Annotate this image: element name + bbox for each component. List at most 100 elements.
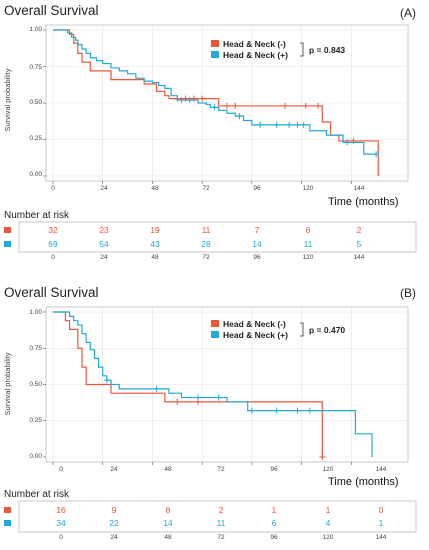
risk-count-pos: 11	[304, 239, 313, 249]
p-value: p = 0.470	[309, 325, 345, 335]
risk-swatch-neg	[4, 507, 11, 513]
plot-area	[43, 24, 409, 184]
risk-x-tick-label: 96	[253, 254, 261, 261]
survival-curve-neg	[53, 311, 323, 457]
x-tick-label: 0	[59, 466, 63, 473]
x-tick-label: 144	[354, 185, 365, 192]
legend-swatch-pos	[211, 331, 219, 338]
risk-count-pos: 69	[48, 239, 58, 249]
risk-count-neg: 16	[56, 505, 66, 515]
panel-label: (A)	[400, 6, 416, 20]
y-tick-label: 0.00	[29, 171, 42, 178]
risk-x-tick-label: 24	[110, 534, 118, 541]
legend-bracket	[300, 42, 304, 57]
risk-count-pos: 4	[326, 518, 331, 528]
legend-label-pos: Head & Neck (+)	[223, 330, 288, 340]
risk-count-neg: 32	[48, 225, 58, 235]
x-tick-label: 96	[270, 466, 278, 473]
risk-swatch-neg	[4, 227, 11, 233]
risk-swatch-pos	[4, 520, 11, 526]
risk-table-frame	[18, 500, 417, 533]
risk-swatch-pos	[4, 241, 11, 247]
x-tick-label: 24	[100, 185, 108, 192]
survival-curve-pos	[53, 311, 373, 457]
legend-label-pos: Head & Neck (+)	[223, 50, 288, 60]
chart-a: Overall Survival (A) 1.00 0.75 0.50 0.25…	[3, 3, 417, 261]
x-tick-label: 0	[51, 185, 55, 192]
risk-table-frame	[18, 221, 417, 253]
risk-count-pos: 14	[163, 518, 173, 528]
chart-b: Overall Survival (B) 1.00 0.75 0.50 0.25…	[3, 285, 417, 541]
x-tick-label: 144	[376, 466, 387, 473]
y-axis-label: Survival probability	[3, 68, 12, 131]
risk-x-tick-label: 144	[354, 254, 365, 261]
risk-count-pos: 11	[217, 518, 226, 528]
risk-count-pos: 1	[379, 518, 384, 528]
risk-count-neg: 8	[166, 505, 171, 515]
x-axis-label: Time (months)	[328, 196, 399, 208]
y-tick-label: 0.25	[29, 417, 42, 424]
risk-x-tick-label: 24	[100, 254, 108, 261]
panel-label: (B)	[400, 286, 416, 300]
x-tick-label: 72	[217, 466, 225, 473]
y-tick-label: 0.75	[29, 345, 42, 352]
risk-x-tick-label: 48	[151, 254, 159, 261]
y-tick-label: 1.00	[29, 26, 42, 33]
x-tick-label: 24	[110, 466, 118, 473]
risk-count-pos: 6	[272, 518, 277, 528]
risk-x-tick-label: 72	[217, 534, 225, 541]
y-tick-label: 0.50	[29, 99, 42, 106]
risk-x-tick-label: 144	[376, 534, 387, 541]
risk-count-neg: 6	[306, 225, 311, 235]
risk-count-pos: 22	[109, 518, 119, 528]
risk-count-neg: 7	[255, 225, 260, 235]
y-tick-label: 0.00	[29, 453, 42, 460]
risk-count-pos: 14	[252, 239, 262, 249]
risk-count-neg: 1	[326, 505, 331, 515]
survival-curve-pos	[53, 29, 377, 155]
risk-count-neg: 2	[219, 505, 224, 515]
x-axis-label: Time (months)	[328, 476, 399, 488]
chart-title: Overall Survival	[4, 3, 99, 18]
risk-count-neg: 9	[112, 505, 117, 515]
risk-x-tick-label: 0	[51, 254, 55, 261]
risk-count-neg: 11	[202, 225, 211, 235]
y-tick-label: 0.75	[29, 64, 42, 71]
legend-label-neg: Head & Neck (-)	[223, 39, 286, 49]
risk-count-neg: 23	[99, 225, 109, 235]
legend-swatch-neg	[211, 40, 219, 47]
risk-count-pos: 5	[357, 239, 362, 249]
legend-swatch-neg	[211, 320, 219, 327]
risk-x-tick-label: 48	[164, 534, 172, 541]
risk-count-pos: 28	[201, 239, 211, 249]
risk-table-title: Number at risk	[4, 210, 70, 221]
p-value: p = 0.843	[309, 45, 345, 55]
risk-count-pos: 34	[56, 518, 66, 528]
plot-area	[43, 306, 409, 465]
y-tick-label: 0.25	[29, 135, 42, 142]
risk-x-tick-label: 96	[270, 534, 278, 541]
chart-title: Overall Survival	[4, 285, 99, 300]
x-tick-label: 96	[253, 185, 261, 192]
legend-label-neg: Head & Neck (-)	[223, 319, 286, 329]
risk-count-pos: 54	[99, 239, 109, 249]
risk-x-tick-label: 0	[59, 534, 63, 541]
risk-table-title: Number at risk	[4, 489, 70, 500]
legend-swatch-pos	[211, 51, 219, 58]
x-tick-label: 48	[151, 185, 159, 192]
risk-count-neg: 1	[272, 505, 277, 515]
x-tick-label: 72	[202, 185, 210, 192]
legend-bracket	[300, 322, 304, 337]
y-tick-label: 1.00	[29, 309, 42, 316]
y-tick-label: 0.50	[29, 381, 42, 388]
risk-x-tick-label: 120	[323, 534, 334, 541]
risk-count-pos: 43	[150, 239, 160, 249]
x-tick-label: 120	[303, 185, 314, 192]
risk-count-neg: 2	[357, 225, 362, 235]
x-tick-label: 48	[164, 466, 172, 473]
risk-count-neg: 0	[379, 505, 384, 515]
x-tick-label: 120	[323, 466, 334, 473]
risk-count-neg: 19	[150, 225, 160, 235]
risk-x-tick-label: 120	[303, 254, 314, 261]
